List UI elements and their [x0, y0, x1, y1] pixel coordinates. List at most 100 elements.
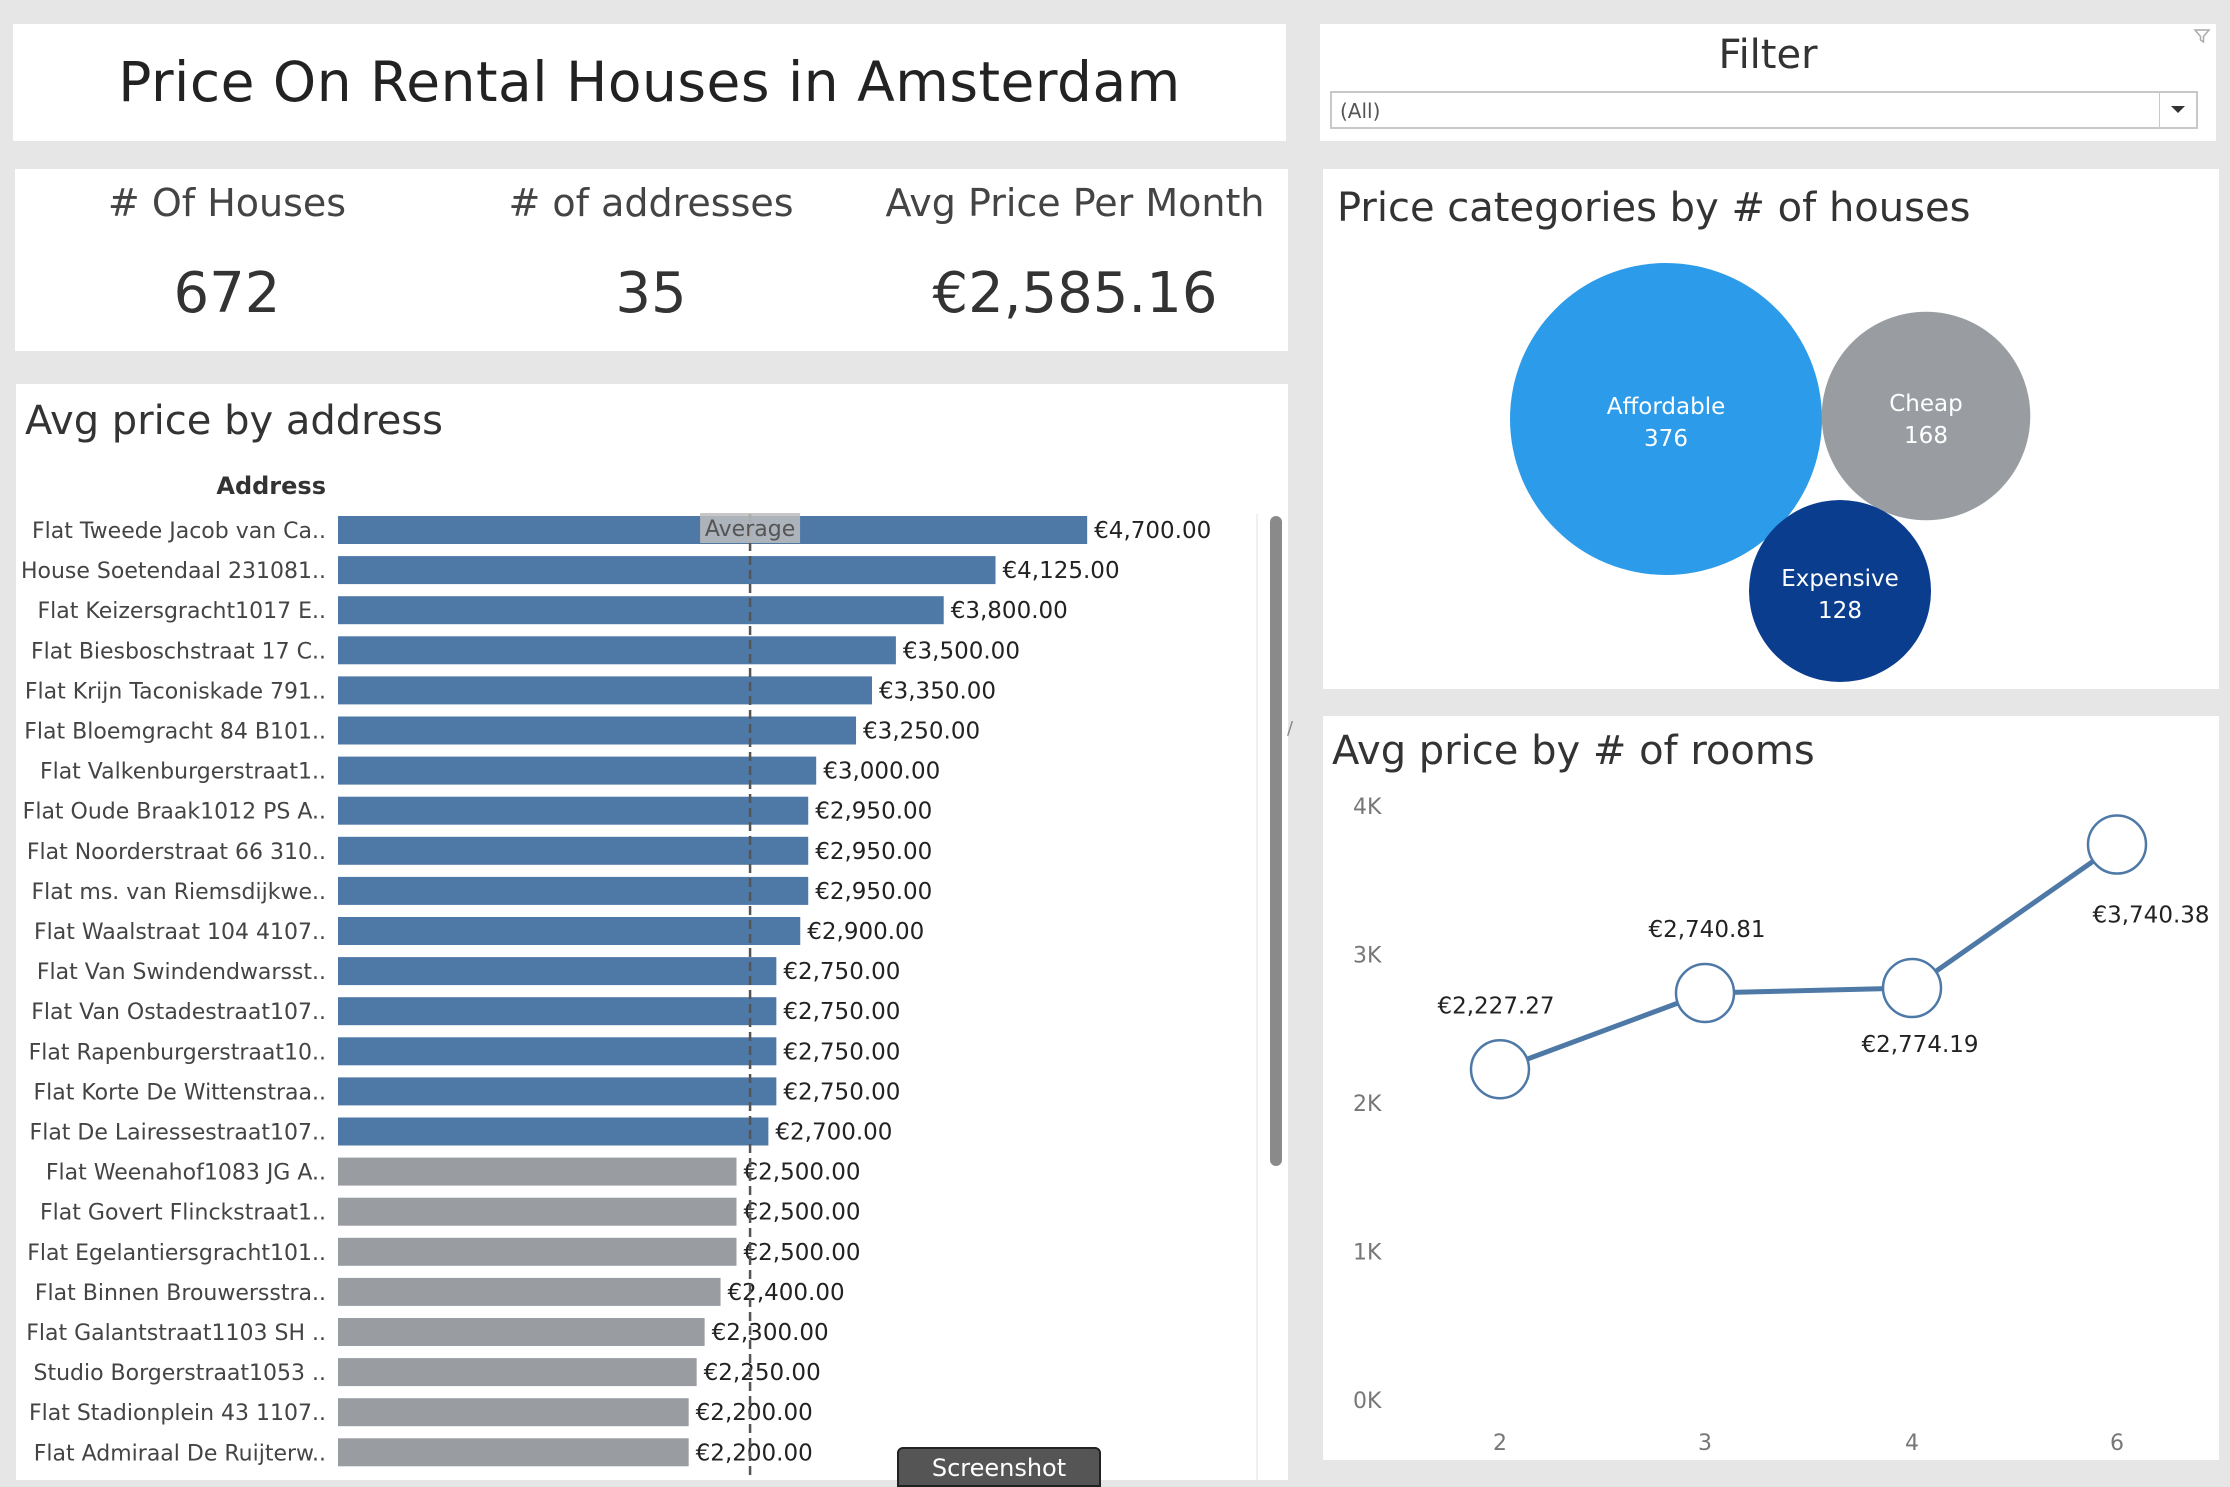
bar [338, 1077, 777, 1106]
kpi-avg-price: Avg Price Per Month €2,585.16 [863, 169, 1287, 351]
bar-value-label: €3,500.00 [903, 638, 1020, 664]
bar-chart-panel: Avg price by address Address Flat Tweede … [16, 384, 1288, 1480]
kpi-label: # Of Houses [107, 181, 347, 225]
category-label: Flat Oude Braak1012 PS A.. [23, 800, 326, 825]
bar [338, 836, 809, 865]
bubble-chart-title: Price categories by # of houses [1337, 185, 1971, 231]
line-chart-title: Avg price by # of rooms [1332, 728, 1815, 774]
bar [338, 756, 817, 785]
kpi-label: # of addresses [508, 181, 794, 225]
data-label: €2,740.81 [1648, 917, 1765, 943]
bar [338, 1318, 705, 1346]
bubble [1510, 263, 1822, 575]
bar [338, 1358, 697, 1387]
bar-value-label: €2,750.00 [783, 999, 900, 1025]
bar-value-label: €2,750.00 [783, 1039, 900, 1065]
category-label: Flat Noorderstraat 66 310.. [27, 840, 326, 865]
kpi-value: 672 [173, 261, 281, 326]
bubble [1821, 311, 2031, 521]
y-tick-label: 1K [1353, 1241, 1382, 1266]
category-label: Flat Bloemgracht 84 B101.. [24, 720, 326, 745]
category-label: Flat Biesboschstraat 17 C.. [31, 639, 326, 664]
y-tick-label: 2K [1353, 1092, 1382, 1117]
x-tick-label: 6 [2110, 1431, 2124, 1456]
y-tick-label: 3K [1353, 944, 1382, 969]
y-tick-label: 4K [1353, 795, 1382, 820]
bar-value-label: €2,900.00 [807, 919, 924, 945]
category-label: Flat Keizersgracht1017 E.. [38, 599, 326, 624]
bar-value-label: €2,950.00 [815, 839, 932, 865]
bar-value-label: €2,500.00 [744, 1160, 861, 1186]
kpi-panel: # Of Houses 672 # of addresses 35 Avg Pr… [15, 169, 1288, 351]
bar [338, 917, 801, 945]
bubble-value-label: 128 [1818, 598, 1862, 624]
category-label: House Soetendaal 231081.. [21, 559, 326, 584]
data-label: €2,774.19 [1861, 1032, 1978, 1058]
bar-value-label: €2,400.00 [728, 1280, 845, 1306]
bar [338, 556, 996, 585]
bubble-category-label: Expensive [1781, 566, 1899, 592]
bar [338, 1237, 737, 1266]
bar-value-label: €3,800.00 [951, 598, 1068, 624]
category-label: Flat Weenahof1083 JG A.. [46, 1161, 326, 1186]
line-chart: 4K 3K 2K 1K 0K 2 3 4 6 €2,227.27 €2,740.81 €2,774.1… [1353, 795, 2210, 1456]
bubble-chart-panel: Price categories by # of houses Affordab… [1323, 169, 2219, 689]
y-axis-label: Address [216, 472, 326, 500]
bar-value-label: €2,500.00 [744, 1200, 861, 1226]
category-label: Flat Stadionplein 43 1107.. [29, 1401, 326, 1426]
resize-handle[interactable]: / [1287, 718, 1294, 739]
filter-panel: Filter (All) [1320, 24, 2216, 141]
bar-value-label: €4,700.00 [1094, 518, 1211, 544]
category-label: Flat ms. van Riemsdijkwe.. [32, 880, 326, 905]
kpi-value: €2,585.16 [932, 261, 1218, 326]
kpi-houses: # Of Houses 672 [15, 169, 439, 351]
category-label: Flat Galantstraat1103 SH .. [26, 1321, 326, 1346]
bubble-chart: Affordable 376 Cheap 168 Expensive 128 [1510, 263, 2031, 683]
bar [338, 716, 857, 745]
data-label: €2,227.27 [1437, 993, 1554, 1019]
bubble [1748, 499, 1932, 683]
bar [338, 796, 809, 825]
bar [338, 1117, 769, 1146]
x-tick-label: 4 [1905, 1431, 1919, 1456]
data-label: €3,740.38 [2092, 903, 2209, 929]
x-tick-label: 2 [1493, 1431, 1507, 1456]
filter-dropdown[interactable]: (All) [1330, 91, 2198, 129]
category-label: Flat Korte De Wittenstraa.. [33, 1080, 326, 1105]
category-label: Flat Tweede Jacob van Ca.. [32, 519, 326, 544]
y-tick-label: 0K [1353, 1389, 1382, 1414]
chevron-down-icon [2171, 106, 2185, 113]
average-label-bg [700, 513, 801, 543]
data-point [2086, 814, 2148, 875]
category-label: Flat Rapenburgerstraat10.. [29, 1040, 326, 1065]
bar [338, 1157, 737, 1186]
dropdown-arrow-button[interactable] [2159, 93, 2196, 127]
filter-selected-value: (All) [1340, 99, 1381, 123]
bar [338, 1277, 721, 1306]
bar [338, 876, 809, 905]
series-line [1499, 842, 2119, 1072]
bar [338, 596, 944, 625]
bar [338, 997, 777, 1026]
category-label: Flat Binnen Brouwersstra.. [35, 1281, 326, 1306]
category-label: Flat Admiraal De Ruijterw.. [34, 1441, 326, 1466]
bar-value-label: €3,350.00 [879, 678, 996, 704]
kpi-label: Avg Price Per Month [885, 181, 1265, 225]
bar [338, 636, 896, 665]
scrollbar-thumb[interactable] [1270, 516, 1282, 1166]
bar-value-label: €3,000.00 [823, 759, 940, 785]
bar-chart: Address Flat Tweede Jacob van Ca.. €4,700.… [21, 472, 1282, 1480]
bar-value-label: €2,200.00 [696, 1440, 813, 1466]
bubble-category-label: Affordable [1607, 394, 1726, 420]
category-label: Flat Krijn Taconiskade 791.. [25, 679, 326, 704]
bar-value-label: €2,700.00 [775, 1120, 892, 1146]
bar-value-label: €2,250.00 [704, 1360, 821, 1386]
data-point [1881, 957, 1943, 1019]
screenshot-button[interactable]: Screenshot [897, 1447, 1101, 1487]
bar [338, 957, 777, 986]
category-label: Flat Van Ostadestraat107.. [31, 1000, 326, 1025]
bar-value-label: €3,250.00 [863, 719, 980, 745]
bar-value-label: €2,300.00 [712, 1320, 829, 1346]
filter-funnel-icon[interactable] [2192, 26, 2212, 46]
category-label: Flat Govert Flinckstraat1.. [40, 1201, 326, 1226]
